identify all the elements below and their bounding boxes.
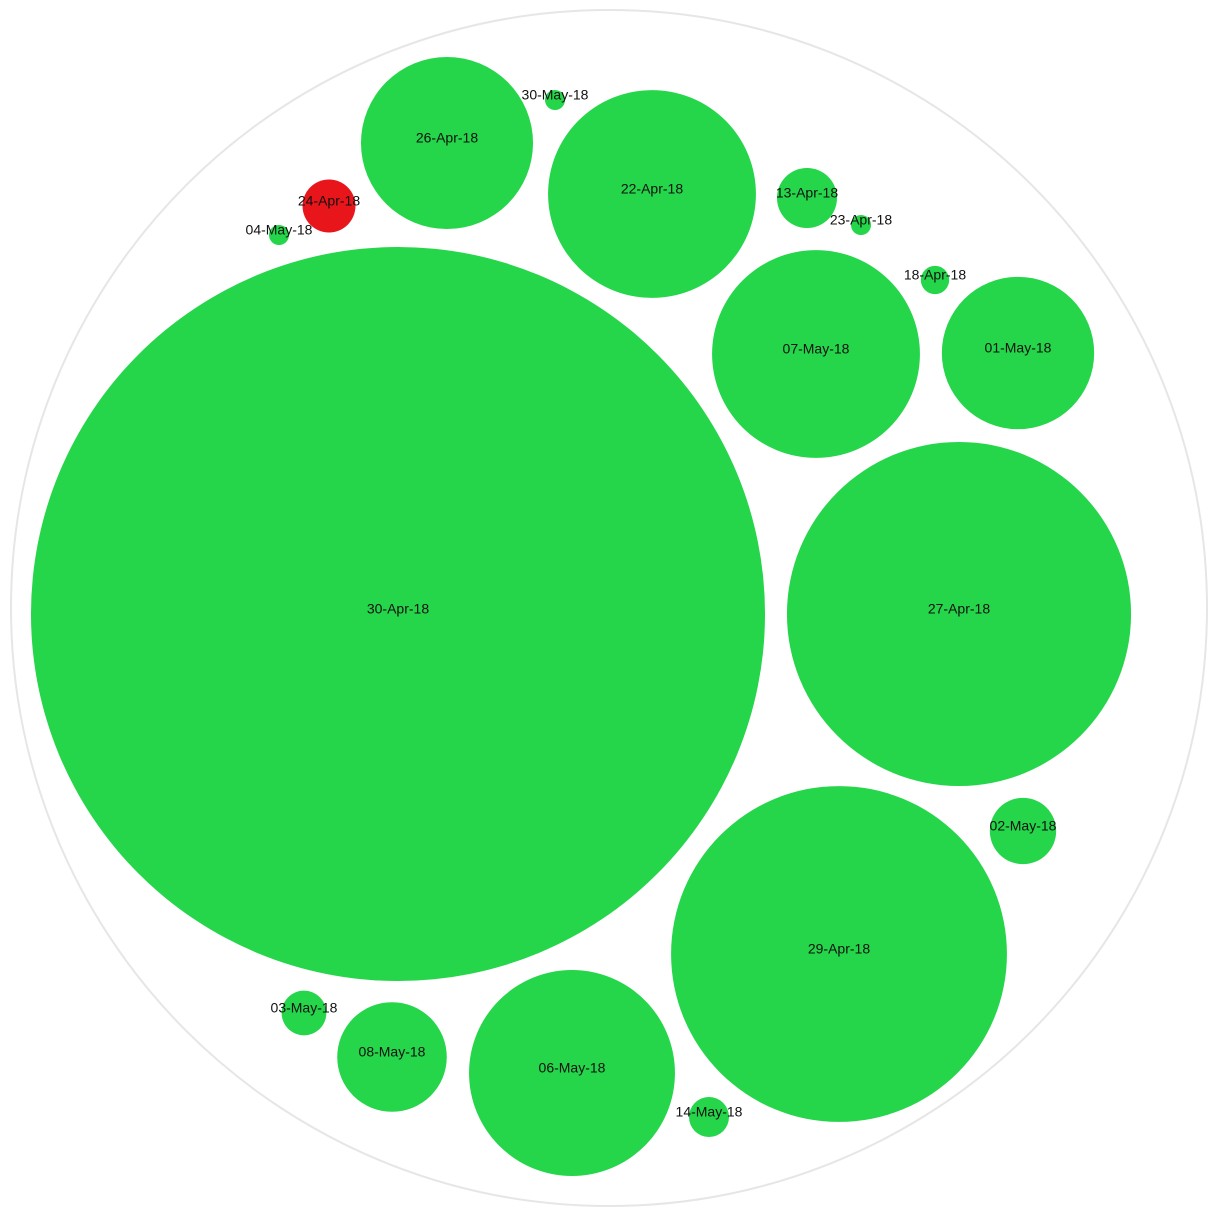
bubble: [777, 168, 837, 228]
bubble: [337, 1002, 447, 1112]
bubble: [281, 990, 327, 1036]
bubble-label: 01-May-18: [985, 340, 1052, 356]
bubble-label: 03-May-18: [271, 1000, 338, 1016]
bubble: [941, 276, 1095, 430]
bubble: [545, 90, 565, 110]
bubble-label: 07-May-18: [783, 341, 850, 357]
bubble: [989, 797, 1057, 865]
bubble: [302, 179, 356, 233]
bubble: [920, 265, 950, 295]
bubble-label: 30-Apr-18: [367, 601, 429, 617]
pack-boundary: [10, 9, 1208, 1207]
bubble-label: 27-Apr-18: [928, 601, 990, 617]
bubble-label: 06-May-18: [539, 1060, 606, 1076]
bubble-label: 13-Apr-18: [776, 185, 838, 201]
bubble-label: 24-Apr-18: [298, 193, 360, 209]
bubble-label: 29-Apr-18: [808, 941, 870, 957]
bubble-label: 30-May-18: [522, 87, 589, 103]
bubble: [548, 90, 756, 298]
bubble: [786, 441, 1132, 787]
bubble-label: 14-May-18: [676, 1104, 743, 1120]
bubble-label: 18-Apr-18: [904, 267, 966, 283]
bubble: [851, 215, 871, 235]
bubble: [671, 786, 1007, 1122]
bubble: [712, 250, 920, 458]
bubble-label: 22-Apr-18: [621, 181, 683, 197]
bubble: [689, 1097, 729, 1137]
bubble-label: 23-Apr-18: [830, 212, 892, 228]
bubble: [269, 225, 289, 245]
bubble: [469, 970, 675, 1176]
bubble: [360, 56, 534, 230]
bubble-label: 26-Apr-18: [416, 130, 478, 146]
bubble: [30, 246, 766, 982]
bubble-label: 04-May-18: [246, 222, 313, 238]
bubble-label: 02-May-18: [990, 818, 1057, 834]
bubble-label: 08-May-18: [359, 1044, 426, 1060]
